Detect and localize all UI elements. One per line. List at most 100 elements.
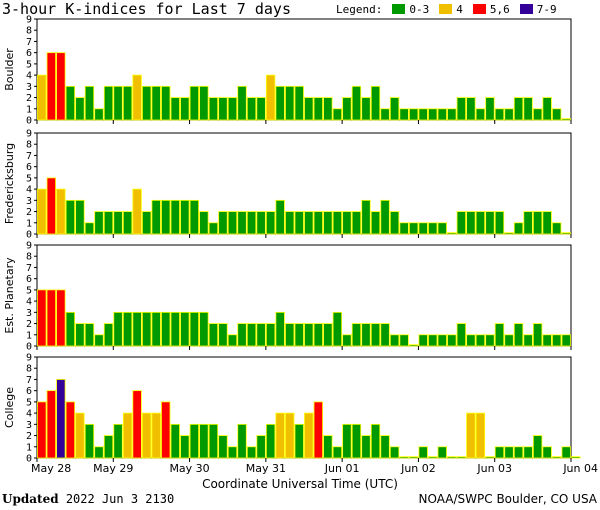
y-tick-label-est-planetary: 0 <box>26 342 32 353</box>
bar-boulder <box>513 97 524 121</box>
bar-college <box>285 412 295 459</box>
bar-boulder <box>199 85 209 121</box>
y-tick-label-boulder: 6 <box>26 48 32 59</box>
y-tick-label-college: 8 <box>26 364 32 375</box>
legend-item-quiet: 0-3 <box>409 3 430 16</box>
bar-college <box>380 435 390 459</box>
legend-label: Legend: <box>336 3 383 16</box>
y-tick-label-fredericksburg: 9 <box>26 129 32 140</box>
bar-boulder <box>418 108 428 121</box>
bar-fredericksburg <box>313 211 323 235</box>
bar-fredericksburg <box>122 211 133 235</box>
bar-fredericksburg <box>361 199 371 235</box>
bar-est-planetary <box>294 323 304 347</box>
bar-college <box>447 456 457 459</box>
legend-swatch-active <box>439 4 453 14</box>
bar-est-planetary <box>94 334 104 347</box>
bar-boulder <box>552 108 562 121</box>
bar-est-planetary <box>246 323 257 347</box>
bar-est-planetary <box>265 323 276 347</box>
bar-fredericksburg <box>389 211 400 235</box>
bar-fredericksburg <box>246 211 257 235</box>
panel-label-college: College <box>3 387 16 428</box>
bar-est-planetary <box>75 323 85 347</box>
updated-label: Updated <box>2 492 59 506</box>
bar-college <box>218 435 228 459</box>
bar-college <box>161 401 171 459</box>
bar-fredericksburg <box>504 232 514 235</box>
bar-fredericksburg <box>513 222 524 235</box>
bar-college <box>399 456 409 459</box>
y-tick-label-college: 1 <box>26 442 32 453</box>
bar-est-planetary <box>132 311 142 347</box>
bar-college <box>113 423 123 459</box>
panel-label-fredericksburg: Fredericksburg <box>3 143 16 224</box>
y-tick-label-boulder: 9 <box>26 15 32 26</box>
y-tick-label-college: 4 <box>26 409 32 420</box>
bar-fredericksburg <box>428 222 438 235</box>
bar-fredericksburg <box>208 222 219 235</box>
bar-fredericksburg <box>342 211 352 235</box>
bar-est-planetary <box>170 311 180 347</box>
bar-est-planetary <box>37 289 47 347</box>
bar-boulder <box>237 85 247 121</box>
y-tick-label-college: 0 <box>26 454 32 465</box>
x-tick-label: Jun 01 <box>324 462 360 475</box>
bar-fredericksburg <box>132 188 142 235</box>
bar-boulder <box>294 85 304 121</box>
bar-boulder <box>389 97 400 121</box>
y-tick-label-est-planetary: 3 <box>26 308 32 319</box>
bar-est-planetary <box>552 334 562 347</box>
bar-boulder <box>342 97 352 121</box>
bar-fredericksburg <box>475 211 486 235</box>
bar-fredericksburg <box>237 211 247 235</box>
bar-boulder <box>180 97 190 121</box>
bar-fredericksburg <box>189 199 200 235</box>
bar-est-planetary <box>351 323 362 347</box>
source-credit: NOAA/SWPC Boulder, CO USA <box>418 492 597 506</box>
bar-college <box>94 446 104 459</box>
bar-boulder <box>523 97 533 121</box>
bar-est-planetary <box>542 334 552 347</box>
bar-est-planetary <box>332 311 343 347</box>
bar-college <box>275 412 285 459</box>
bar-boulder <box>170 97 180 121</box>
bar-est-planetary <box>113 311 123 347</box>
bar-est-planetary <box>189 311 200 347</box>
panel-label-boulder: Boulder <box>3 48 16 91</box>
bar-fredericksburg <box>170 199 180 235</box>
y-tick-label-college: 3 <box>26 420 32 431</box>
bar-college <box>256 435 266 459</box>
panel-frame-est-planetary <box>36 244 572 347</box>
bar-boulder <box>275 85 285 121</box>
bar-est-planetary <box>370 323 381 347</box>
bar-est-planetary <box>504 334 514 347</box>
bar-est-planetary <box>485 334 495 347</box>
bar-boulder <box>256 97 266 121</box>
bar-boulder <box>56 52 66 121</box>
bar-est-planetary <box>275 311 285 347</box>
bar-boulder <box>141 85 152 121</box>
bar-boulder <box>75 97 85 121</box>
bar-boulder <box>428 108 438 121</box>
bar-fredericksburg <box>418 222 428 235</box>
bar-boulder <box>380 108 390 121</box>
bar-boulder <box>408 108 419 121</box>
bar-boulder <box>304 97 314 121</box>
bar-boulder <box>208 97 219 121</box>
bar-college <box>170 423 180 459</box>
panel-frame-college <box>36 356 572 459</box>
bar-est-planetary <box>227 334 238 347</box>
bar-boulder <box>227 97 238 121</box>
y-tick-label-est-planetary: 2 <box>26 319 32 330</box>
bar-college <box>199 423 209 459</box>
bar-est-planetary <box>513 323 524 347</box>
y-tick-label-boulder: 3 <box>26 82 32 93</box>
bar-boulder <box>361 97 371 121</box>
y-tick-label-boulder: 5 <box>26 59 32 70</box>
y-tick-label-fredericksburg: 6 <box>26 162 32 173</box>
bar-fredericksburg <box>151 199 161 235</box>
bar-boulder <box>84 85 95 121</box>
y-tick-label-boulder: 8 <box>26 26 32 37</box>
